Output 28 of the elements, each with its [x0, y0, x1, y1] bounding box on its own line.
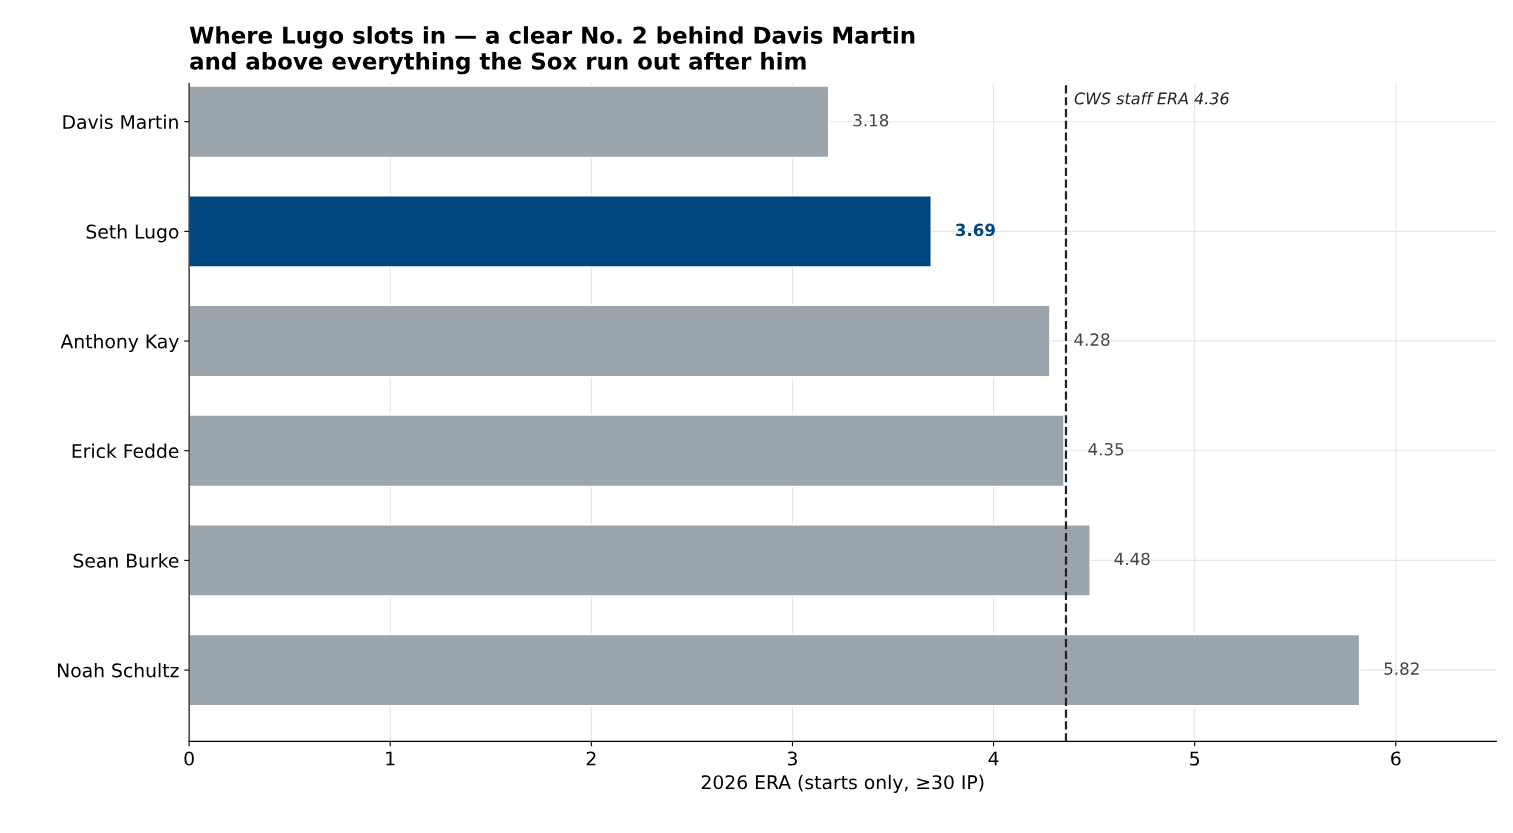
x-tick-label: 4 — [988, 751, 999, 766]
data-label: 4.35 — [1088, 442, 1124, 456]
data-label: 3.69 — [955, 223, 995, 237]
x-tick-label: 6 — [1391, 751, 1401, 766]
x-tick-label: 0 — [184, 751, 194, 766]
y-tick-label: Seth Lugo — [86, 224, 179, 243]
x-tick-label: 2 — [586, 751, 596, 766]
bar — [189, 304, 1051, 378]
bar — [189, 195, 932, 268]
data-label: 4.28 — [1074, 333, 1110, 346]
bar — [189, 414, 1065, 488]
y-tick-label: Noah Schultz — [58, 662, 179, 678]
chart-title: Where Lugo slots in — a clear No. 2 behind Davis Martin and above everything the Sox run out after him — [189, 26, 915, 75]
y-tick-label: Sean Burke — [73, 553, 179, 568]
data-label: 3.18 — [853, 113, 889, 127]
x-tick-label: 3 — [787, 751, 797, 766]
data-label: 4.48 — [1114, 552, 1150, 566]
y-tick-label: Anthony Kay — [60, 333, 179, 353]
y-tick-label: Erick Fedde — [72, 443, 179, 459]
x-axis-title: 2026 ERA (starts only, ≥30 IP) — [701, 774, 984, 793]
y-tick-label: Davis Martin — [63, 114, 178, 130]
ref-line-label: CWS staff ERA 4.36 — [1074, 92, 1229, 105]
bar — [189, 85, 830, 159]
x-tick-label: 1 — [386, 751, 395, 766]
data-label: 5.82 — [1384, 662, 1419, 675]
bar — [189, 524, 1091, 597]
x-tick-label: 5 — [1190, 751, 1200, 766]
bar — [189, 633, 1361, 707]
